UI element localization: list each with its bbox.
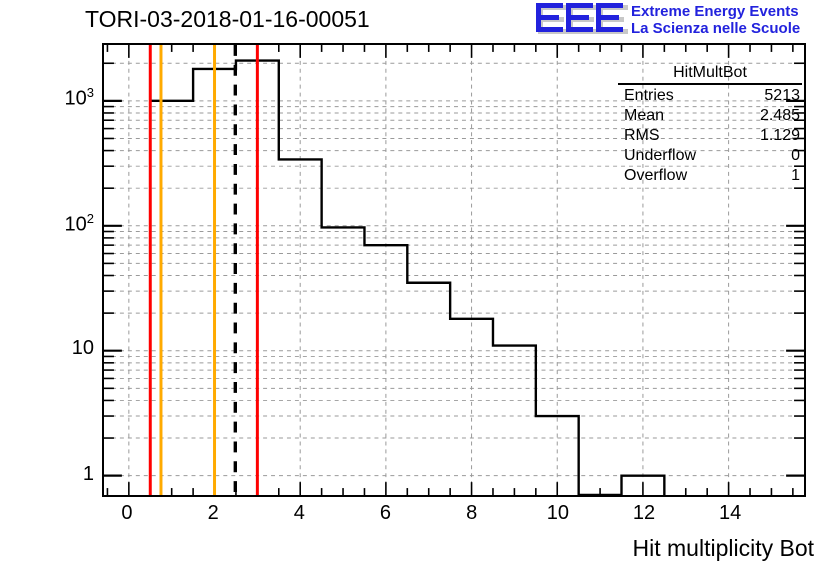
stats-box: HitMultBot Entries 5213 Mean 2.485 RMS 1.129 U… xyxy=(614,64,806,186)
stats-row-value: 2.485 xyxy=(759,107,800,124)
y-tick-label: 103 xyxy=(64,85,94,110)
eee-logo-line1: Extreme Energy Events xyxy=(631,3,799,20)
stats-row-label: RMS xyxy=(624,127,660,144)
grid-lines xyxy=(104,45,804,495)
eee-logo-line2: La Scienza nelle Scuole xyxy=(631,20,801,37)
y-tick-label: 1 xyxy=(82,463,94,486)
x-tick-label: 2 xyxy=(207,502,219,524)
page-title: TORI-03-2018-01-16-00051 xyxy=(85,6,370,32)
x-tick-label: 0 xyxy=(121,502,133,524)
x-tick-label: 6 xyxy=(379,502,392,524)
eee-mark-icon xyxy=(536,3,628,34)
stats-row-label: Underflow xyxy=(624,147,697,164)
stats-row-value: 0 xyxy=(791,147,800,164)
eee-logo-text: Extreme Energy Events La Scienza nelle S… xyxy=(631,3,800,37)
stats-row-label: Mean xyxy=(624,107,665,124)
histogram-plot xyxy=(104,45,804,495)
y-tick-label: 10 xyxy=(71,337,94,360)
stats-row-label: Overflow xyxy=(624,167,688,184)
eee-logo: Extreme Energy Events La Scienza nelle S… xyxy=(536,2,836,42)
stats-row: Overflow 1 xyxy=(614,166,806,186)
x-tick-label: 12 xyxy=(632,502,656,524)
stats-row: RMS 1.129 xyxy=(614,126,806,146)
x-tick-label: 4 xyxy=(293,502,305,524)
stats-row: Mean 2.485 xyxy=(614,106,806,126)
stats-row-value: 5213 xyxy=(764,87,800,104)
x-axis-title: Hit multiplicity Bot xyxy=(632,535,814,561)
marker-lines xyxy=(148,45,259,495)
x-tick-label: 10 xyxy=(546,502,569,524)
stats-rows: Entries 5213 Mean 2.485 RMS 1.129 Underflow 0 Ov… xyxy=(614,86,806,186)
stats-title: HitMultBot xyxy=(618,64,802,85)
stats-row-label: Entries xyxy=(624,87,674,104)
x-tick-label: 14 xyxy=(719,502,742,524)
plot-frame xyxy=(102,43,806,497)
stats-row-value: 1 xyxy=(791,167,800,184)
stats-row: Underflow 0 xyxy=(614,146,806,166)
y-tick-label: 102 xyxy=(64,211,94,237)
stats-row-value: 1.129 xyxy=(759,127,800,144)
axis-ticks xyxy=(104,45,804,495)
histogram-step-outline xyxy=(149,59,666,495)
stats-row: Entries 5213 xyxy=(614,86,806,106)
x-tick-label: 8 xyxy=(466,502,478,524)
